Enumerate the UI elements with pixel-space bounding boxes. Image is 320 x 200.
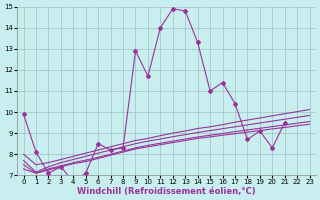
X-axis label: Windchill (Refroidissement éolien,°C): Windchill (Refroidissement éolien,°C) [77, 187, 256, 196]
